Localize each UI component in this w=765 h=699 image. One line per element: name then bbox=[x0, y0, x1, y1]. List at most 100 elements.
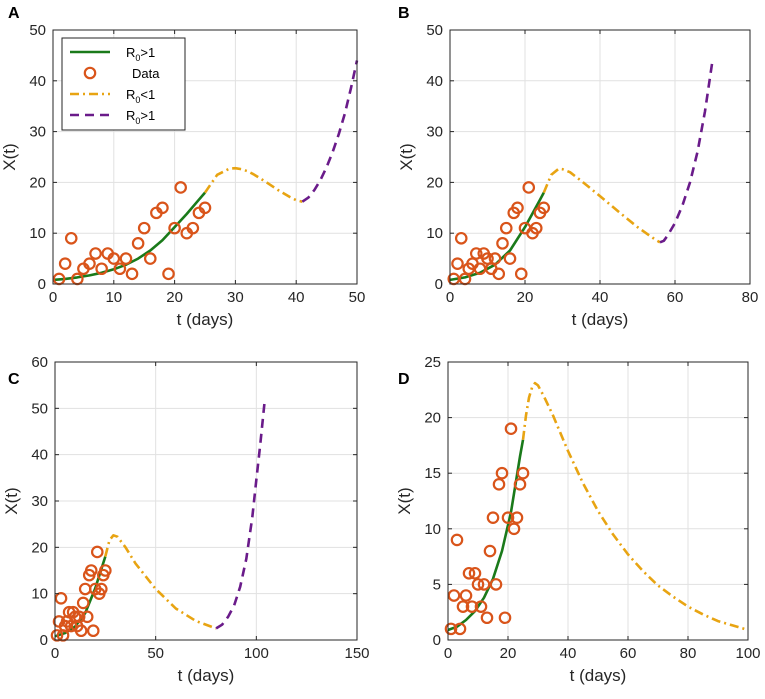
x-tick-label: 40 bbox=[560, 645, 577, 662]
y-tick-label: 40 bbox=[426, 73, 443, 90]
data-point bbox=[495, 466, 509, 480]
y-tick-label: 40 bbox=[31, 447, 48, 464]
y-tick-label: 20 bbox=[426, 174, 443, 191]
x-axis-label: t (days) bbox=[178, 666, 235, 685]
data-point bbox=[198, 201, 212, 215]
legend: R0>1 Data R0<1 R0>1 bbox=[61, 37, 186, 131]
y-tick-label: 30 bbox=[426, 124, 443, 141]
x-tick-label: 0 bbox=[444, 645, 452, 662]
data-point bbox=[80, 610, 94, 624]
panel-letter: C bbox=[8, 371, 20, 388]
y-tick-label: 0 bbox=[40, 632, 48, 649]
data-point bbox=[504, 422, 518, 436]
legend-label: R0<1 bbox=[126, 87, 155, 105]
data-point bbox=[496, 237, 509, 250]
data-point bbox=[514, 267, 528, 281]
data-point bbox=[186, 221, 200, 235]
x-axis-label: t (days) bbox=[572, 310, 629, 329]
data-point bbox=[444, 622, 458, 636]
data-point bbox=[107, 252, 121, 265]
x-axis-label: t (days) bbox=[177, 310, 234, 329]
panel-d: 0 20 40 60 80 100 0 5 10 15 20 25 t (days) X(t) D bbox=[395, 354, 761, 685]
y-tick-label: 50 bbox=[426, 22, 443, 39]
data-point bbox=[119, 252, 133, 265]
y-tick-label: 50 bbox=[29, 22, 46, 39]
y-tick-label: 20 bbox=[424, 410, 441, 427]
legend-label: R0>1 bbox=[126, 45, 155, 63]
data-point bbox=[469, 247, 483, 260]
data-point bbox=[488, 252, 502, 265]
data-point bbox=[465, 600, 479, 613]
data-point bbox=[64, 231, 78, 245]
data-point bbox=[174, 181, 187, 194]
data-point bbox=[468, 566, 482, 580]
series-line-dashed bbox=[215, 403, 266, 630]
x-tick-label: 50 bbox=[147, 645, 164, 662]
y-tick-label: 0 bbox=[435, 276, 443, 293]
data-point bbox=[99, 564, 112, 577]
y-tick-label: 25 bbox=[424, 354, 441, 371]
panel-letter: B bbox=[398, 5, 410, 22]
x-tick-label: 100 bbox=[244, 645, 269, 662]
data-point bbox=[83, 257, 96, 270]
legend-label: R0>1 bbox=[126, 108, 155, 126]
data-point bbox=[522, 181, 536, 194]
series-line-dashdot bbox=[542, 167, 661, 244]
x-axis-label: t (days) bbox=[570, 666, 627, 685]
panel-c: 0 50 100 150 0 10 20 30 40 50 60 t (days) X(t) C bbox=[2, 354, 370, 685]
y-tick-label: 30 bbox=[29, 124, 46, 141]
y-tick-label: 60 bbox=[31, 354, 48, 371]
data-point bbox=[50, 629, 64, 642]
y-tick-label: 40 bbox=[29, 73, 46, 90]
x-tick-label: 20 bbox=[500, 645, 517, 662]
x-tick-label: 60 bbox=[667, 289, 684, 306]
data-point bbox=[486, 511, 500, 524]
y-tick-label: 20 bbox=[29, 174, 46, 191]
x-tick-label: 150 bbox=[344, 645, 369, 662]
y-axis-label: X(t) bbox=[395, 487, 414, 514]
series-line-dashed bbox=[659, 60, 714, 244]
data-point bbox=[503, 252, 517, 265]
data-point bbox=[86, 624, 100, 638]
data-point bbox=[453, 622, 467, 636]
data-point bbox=[513, 478, 527, 491]
x-tick-label: 80 bbox=[680, 645, 697, 662]
data-point bbox=[510, 511, 524, 524]
y-axis-label: X(t) bbox=[2, 487, 21, 514]
data-point bbox=[483, 544, 497, 558]
data-point bbox=[501, 511, 515, 524]
y-tick-label: 10 bbox=[426, 225, 443, 242]
data-point bbox=[511, 201, 524, 215]
y-tick-label: 10 bbox=[31, 586, 48, 603]
x-tick-label: 80 bbox=[742, 289, 759, 306]
y-tick-label: 0 bbox=[38, 276, 46, 293]
panel-letter: A bbox=[8, 5, 20, 22]
y-axis-label: X(t) bbox=[397, 143, 416, 170]
data-point bbox=[492, 478, 506, 491]
y-tick-label: 0 bbox=[433, 632, 441, 649]
data-point bbox=[89, 247, 102, 260]
series-line-solid bbox=[449, 191, 545, 282]
panel-letter: D bbox=[398, 371, 410, 388]
y-axis-label: X(t) bbox=[0, 143, 19, 170]
axes-frame bbox=[447, 361, 749, 641]
x-tick-label: 30 bbox=[227, 289, 244, 306]
data-point bbox=[125, 267, 139, 281]
data-point bbox=[54, 591, 68, 605]
series-line-dashdot bbox=[521, 381, 749, 632]
x-tick-label: 60 bbox=[620, 645, 637, 662]
data-point bbox=[462, 566, 476, 580]
data-point bbox=[529, 221, 543, 235]
data-point bbox=[507, 522, 521, 536]
legend-label: Data bbox=[132, 66, 160, 81]
axes-frame bbox=[52, 29, 358, 285]
data-point bbox=[474, 600, 488, 613]
data-point bbox=[480, 611, 494, 625]
x-tick-label: 100 bbox=[735, 645, 760, 662]
data-point bbox=[499, 221, 513, 235]
x-tick-label: 0 bbox=[51, 645, 59, 662]
data-point bbox=[156, 201, 169, 215]
x-tick-label: 0 bbox=[49, 289, 57, 306]
x-tick-label: 40 bbox=[592, 289, 609, 306]
data-point bbox=[90, 545, 104, 559]
